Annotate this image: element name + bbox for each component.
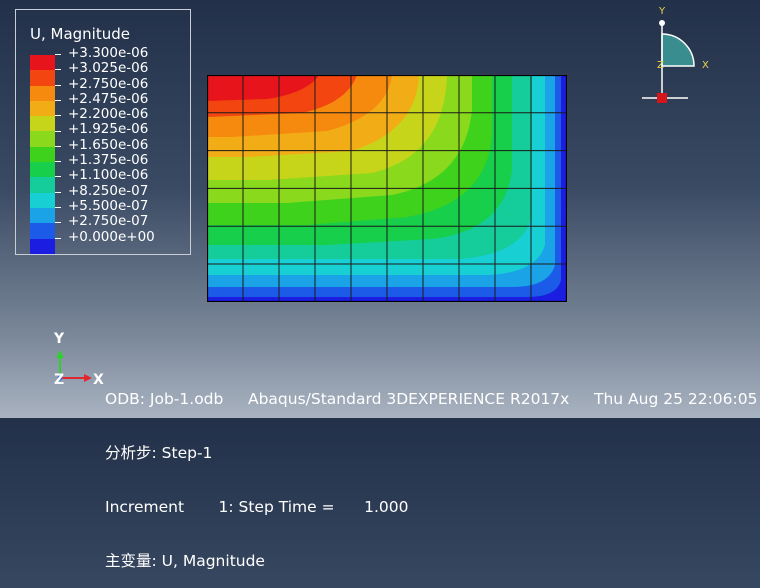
view-y-label: Y: [659, 6, 666, 17]
axis-z-label: Z: [54, 372, 65, 388]
legend-value-4: +2.200e-06: [68, 106, 149, 123]
legend-value-9: +8.250e-07: [68, 182, 149, 199]
legend-value-1: +3.025e-06: [68, 60, 149, 77]
legend-tick: [55, 176, 61, 178]
legend: U, Magnitude +3.300e-06 +3.025e-06 +2.750e…: [15, 9, 191, 255]
legend-swatch-9: [30, 192, 55, 208]
legend-swatch-7: [30, 162, 55, 178]
legend-colorbar: [30, 55, 55, 254]
legend-tick: [55, 191, 61, 193]
legend-tick: [55, 145, 61, 147]
legend-swatch-1: [30, 70, 55, 86]
legend-value-7: +1.375e-06: [68, 152, 149, 169]
view-z-label: Z: [657, 60, 664, 71]
legend-tick: [55, 130, 61, 132]
legend-value-5: +1.925e-06: [68, 121, 149, 138]
info-odb-line: ODB: Job-1.odb Abaqus/Standard 3DEXPERIE…: [105, 390, 758, 408]
legend-swatch-2: [30, 85, 55, 101]
legend-swatch-12: [30, 238, 55, 254]
legend-value-8: +1.100e-06: [68, 167, 149, 184]
legend-value-3: +2.475e-06: [68, 90, 149, 107]
legend-value-12: +0.000e+00: [68, 228, 155, 245]
legend-swatch-10: [30, 207, 55, 224]
legend-swatch-6: [30, 146, 55, 163]
legend-value-11: +2.750e-07: [68, 213, 149, 230]
legend-swatch-11: [30, 223, 55, 239]
contour-bands: [207, 75, 567, 302]
info-variable-line: 主变量: U, Magnitude: [105, 552, 265, 570]
legend-value-0: +3.300e-06: [68, 45, 149, 61]
legend-tick: [55, 99, 61, 101]
info-step-line: 分析步: Step-1: [105, 444, 213, 462]
legend-labels: +3.300e-06 +3.025e-06 +2.750e-06 +2.475e-06…: [68, 45, 155, 245]
legend-tick: [55, 161, 61, 163]
axis-x-label: X: [93, 372, 104, 388]
legend-value-2: +2.750e-06: [68, 75, 149, 92]
odb-info-block: ODB: Job-1.odb Abaqus/Standard 3DEXPERIE…: [105, 354, 757, 588]
axis-y-label: Y: [54, 331, 65, 347]
legend-tick: [55, 84, 61, 86]
legend-tick: [55, 69, 61, 71]
info-increment-line: Increment 1: Step Time = 1.000: [105, 498, 409, 516]
legend-title: U, Magnitude: [30, 25, 130, 43]
global-axis-triad: Y Z X: [40, 330, 110, 400]
legend-tick: [55, 115, 61, 117]
legend-tick: [55, 222, 61, 224]
view-orientation-triad[interactable]: Y X Z: [640, 6, 720, 116]
legend-tick: [55, 54, 61, 55]
contour-plot-viewport[interactable]: [207, 75, 567, 302]
legend-swatch-8: [30, 177, 55, 193]
view-x-label: X: [702, 60, 709, 71]
legend-swatch-0: [30, 55, 55, 71]
legend-swatch-4: [30, 116, 55, 132]
legend-swatch-3: [30, 100, 55, 117]
legend-value-10: +5.500e-07: [68, 197, 149, 214]
legend-tick: [55, 207, 61, 208]
legend-tick: [55, 237, 61, 239]
mesh-grid: [207, 75, 567, 302]
legend-value-6: +1.650e-06: [68, 136, 149, 153]
legend-swatch-5: [30, 131, 55, 147]
